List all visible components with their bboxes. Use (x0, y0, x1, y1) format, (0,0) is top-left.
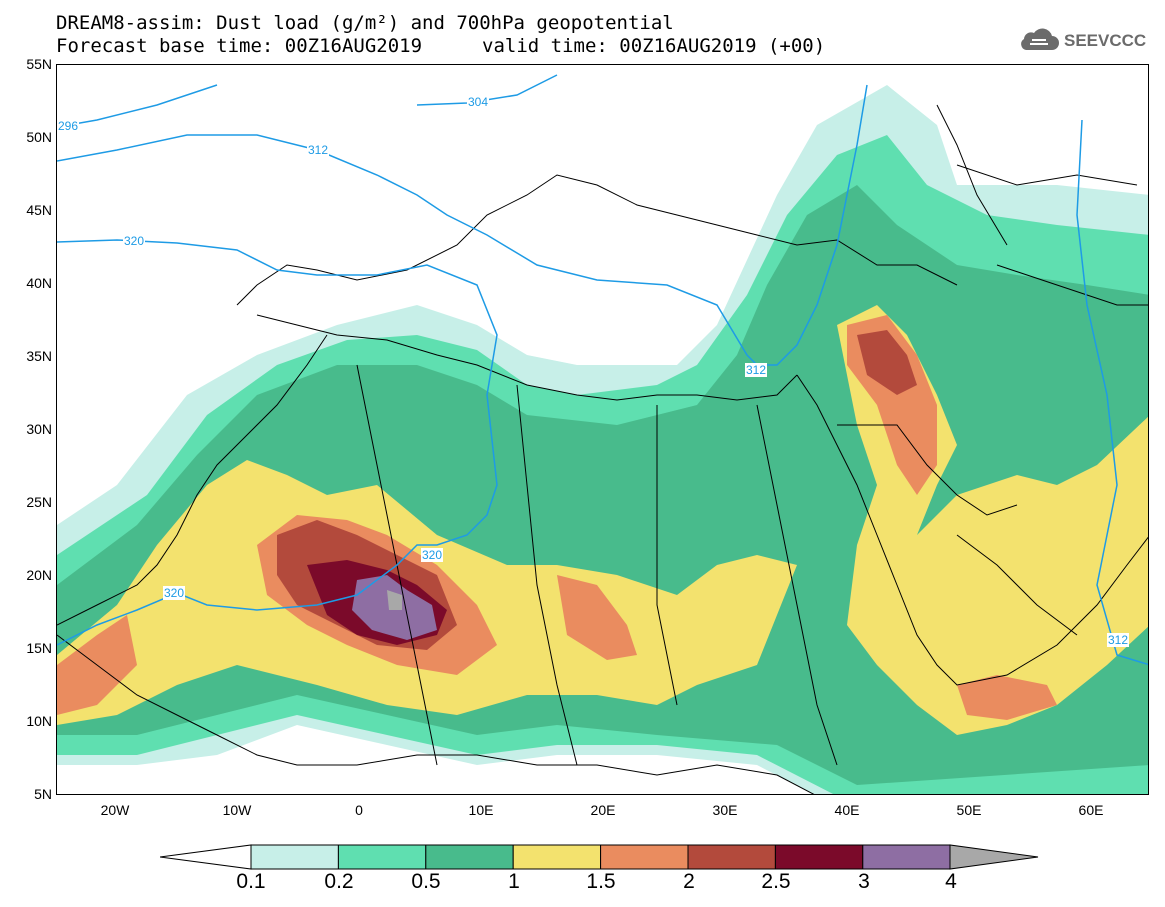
lon-label: 20E (590, 802, 616, 818)
colorbar-label: 1 (508, 870, 520, 893)
contour-label-320-b: 320 (421, 548, 444, 562)
map-canvas (57, 74, 1148, 794)
forecast-base-time: Forecast base time: 00Z16AUG2019 (56, 35, 423, 57)
colorbar (160, 844, 1039, 870)
colorbar-swatch (862, 844, 951, 870)
lon-label: 50E (956, 802, 982, 818)
dust-layer-2-iraq (857, 330, 917, 395)
dust-fields (57, 85, 1148, 794)
lon-label: 10W (222, 802, 252, 818)
colorbar-swatch (512, 844, 602, 870)
colorbar-swatch (600, 844, 689, 870)
lat-label: 10N (26, 713, 52, 729)
colorbar-label: 3 (858, 870, 870, 893)
lat-label: 25N (26, 494, 52, 510)
colorbar-label: 0.1 (236, 870, 266, 893)
lon-label: 40E (834, 802, 860, 818)
dust-layer-max (387, 590, 402, 610)
lat-label: 5N (34, 786, 52, 802)
colorbar-swatch (774, 844, 864, 870)
colorbar-label: 0.5 (411, 870, 441, 893)
cloud-icon (1021, 28, 1059, 50)
lat-label: 55N (26, 56, 52, 72)
seevccc-logo: SEEVCCC (1018, 26, 1146, 56)
lat-label: 15N (26, 640, 52, 656)
contour-320 (57, 239, 498, 646)
colorbar-label: 2 (683, 870, 695, 893)
contour-label-296: 296 (57, 119, 80, 133)
colorbar-swatch (250, 844, 339, 870)
colorbar-label: 2.5 (761, 870, 791, 893)
lat-label: 50N (26, 129, 52, 145)
valid-time: valid time: 00Z16AUG2019 (+00) (482, 35, 826, 57)
colorbar-label: 4 (945, 870, 957, 893)
lat-label: 40N (26, 275, 52, 291)
colorbar-label: 0.2 (324, 870, 354, 893)
lat-label: 20N (26, 567, 52, 583)
contour-label-320: 320 (123, 234, 146, 248)
contour-label-304: 304 (467, 95, 490, 109)
contour-304 (416, 74, 558, 106)
colorbar-label: 1.5 (586, 870, 616, 893)
lon-label: 10E (468, 802, 494, 818)
dust-layer-1.5-yemen (957, 675, 1057, 720)
contour-label-312-c: 312 (1107, 633, 1130, 647)
colorbar-swatch (425, 844, 514, 870)
contour-312 (57, 84, 868, 366)
lat-label: 30N (26, 421, 52, 437)
lon-label: 60E (1078, 802, 1104, 818)
dust-map: 296 304 312 320 312 320 320 312 (56, 64, 1149, 795)
contour-label-312: 312 (307, 143, 330, 157)
lat-label: 35N (26, 348, 52, 364)
contour-label-312-b: 312 (745, 363, 768, 377)
logo-text: SEEVCCC (1064, 31, 1147, 50)
colorbar-swatches (250, 844, 951, 870)
contour-296 (57, 84, 218, 128)
lon-label: 30E (712, 802, 738, 818)
dust-layer-1.5-sahel (557, 575, 637, 660)
contour-label-320-c: 320 (163, 586, 186, 600)
lat-label: 45N (26, 202, 52, 218)
colorbar-low-arrow (160, 844, 252, 870)
map-title: DREAM8-assim: Dust load (g/m²) and 700hP… (56, 12, 674, 34)
colorbar-high-arrow (949, 844, 1039, 870)
colorbar-swatch (337, 844, 427, 870)
colorbar-swatch (687, 844, 776, 870)
lon-label: 20W (100, 802, 130, 818)
lon-label: 0 (355, 802, 363, 818)
